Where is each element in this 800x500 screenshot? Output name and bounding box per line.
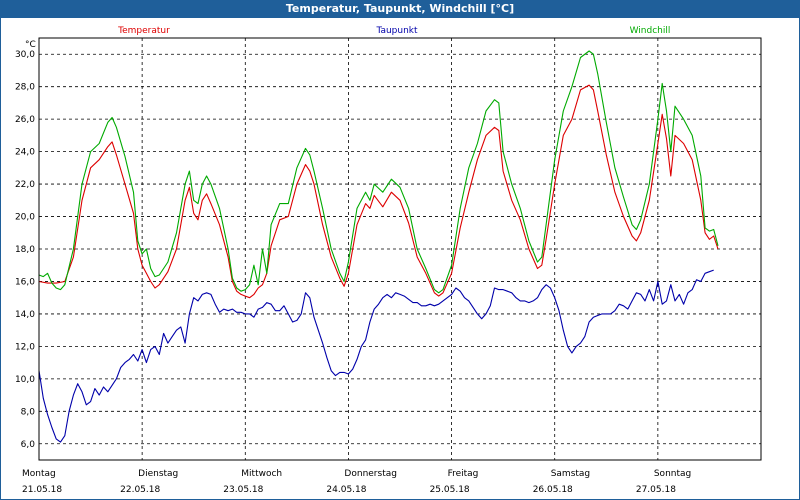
series-line-temperatur [38,84,719,299]
x-tick-day: Sonntag [654,469,691,479]
y-axis-label: °C [25,40,36,50]
series-line-taupunkt [38,269,714,443]
x-axis-ticks: Montag 21.05.18 Dienstag 22.05.18 Mittwoch 23… [22,469,691,495]
y-axis-ticks: 6,0 8,0 10,0 12,0 14,0 16,0 18,0 20,0 22,0 24,0 26… [15,50,35,450]
x-tick-date: 22.05.18 [120,485,160,495]
y-tick-label: 20,0 [15,213,35,223]
y-tick-label: 8,0 [21,407,36,417]
y-tick-label: 10,0 [15,375,35,385]
y-tick-label: 30,0 [15,50,35,60]
y-tick-label: 22,0 [15,180,35,190]
y-tick-label: 24,0 [15,148,35,158]
y-tick-label: 26,0 [15,115,35,125]
y-tick-label: 6,0 [21,440,36,450]
y-tick-label: 18,0 [15,245,35,255]
y-tick-label: 12,0 [15,342,35,352]
x-tick-day: Dienstag [138,469,178,479]
grid [39,38,761,460]
legend-entry-taupunkt: Taupunkt [375,26,418,36]
x-tick-date: 24.05.18 [326,485,366,495]
x-tick-date: 25.05.18 [430,485,470,495]
x-tick-day: Donnerstag [344,469,397,479]
x-tick-day: Mittwoch [241,469,282,479]
plot-area [38,37,762,461]
legend: Temperatur Taupunkt Windchill [117,26,670,36]
y-tick-label: 16,0 [15,277,35,287]
series-line-windchill [38,50,719,294]
x-tick-date: 26.05.18 [533,485,573,495]
chart-title: Temperatur, Taupunkt, Windchill [°C] [0,0,800,18]
x-tick-day: Samstag [551,469,590,479]
y-tick-label: 14,0 [15,310,35,320]
x-tick-day: Freitag [448,469,479,479]
legend-entry-windchill: Windchill [630,26,671,36]
x-tick-date: 21.05.18 [22,485,62,495]
x-tick-day: Montag [22,469,56,479]
x-tick-date: 23.05.18 [223,485,263,495]
y-tick-label: 28,0 [15,83,35,93]
series-lines [38,50,719,443]
legend-entry-temperatur: Temperatur [117,26,170,36]
x-tick-date: 27.05.18 [636,485,676,495]
